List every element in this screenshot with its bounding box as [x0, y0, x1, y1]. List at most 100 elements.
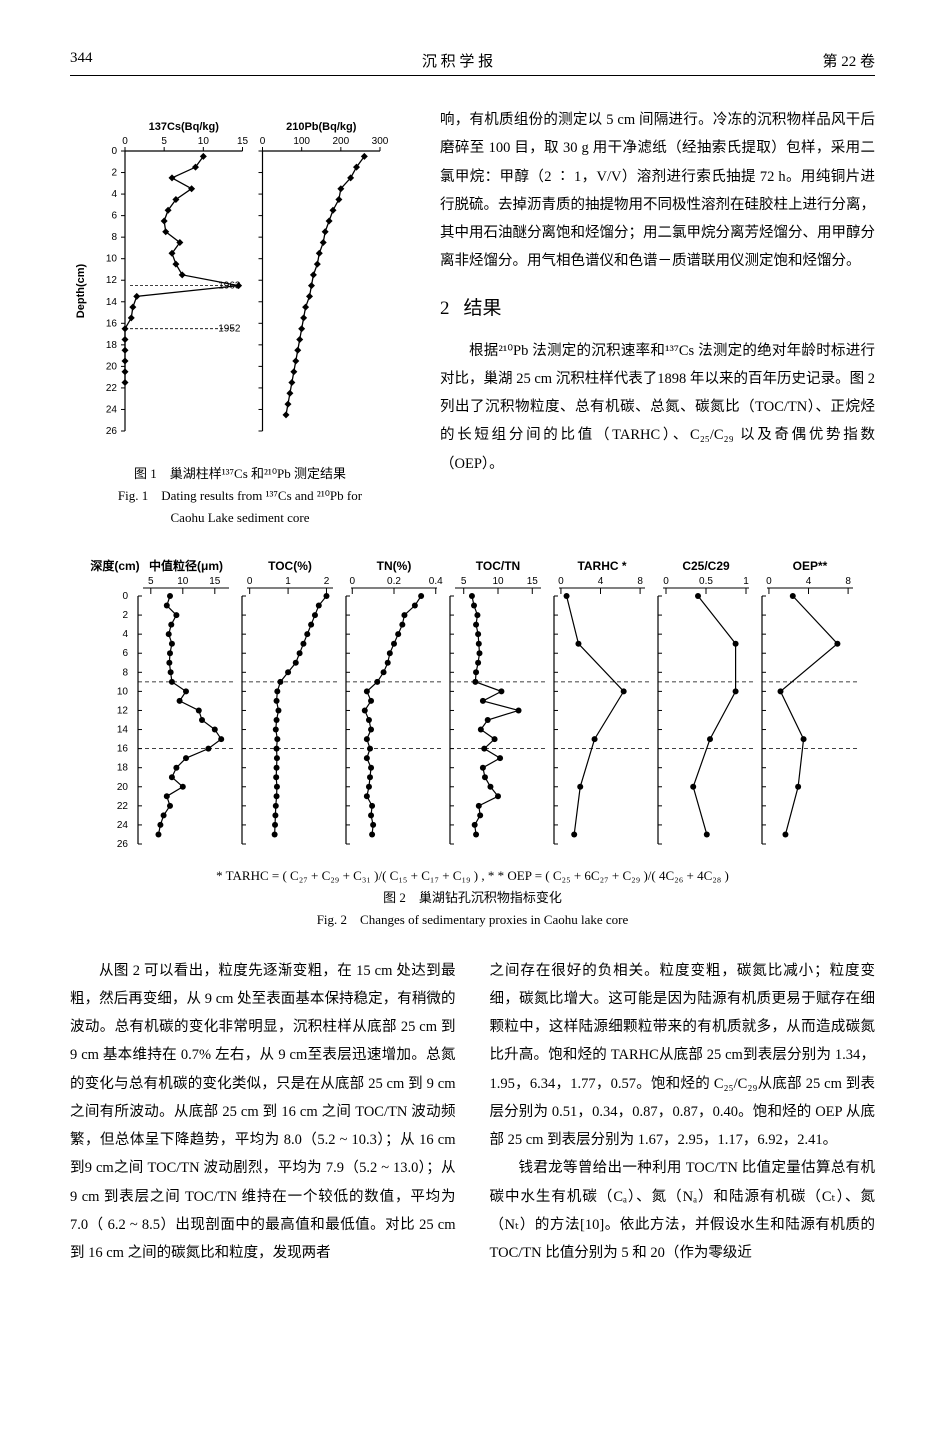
svg-text:24: 24 [116, 820, 128, 831]
svg-text:5: 5 [148, 576, 154, 587]
svg-text:10: 10 [116, 687, 128, 698]
svg-text:10: 10 [177, 576, 189, 587]
svg-text:0: 0 [558, 576, 564, 587]
svg-text:8: 8 [111, 232, 117, 243]
svg-text:200: 200 [332, 136, 349, 147]
svg-text:15: 15 [209, 576, 221, 587]
svg-text:5: 5 [460, 576, 466, 587]
svg-text:14: 14 [116, 725, 128, 736]
svg-text:210Pb(Bq/kg): 210Pb(Bq/kg) [286, 121, 357, 133]
figure-1-chart: Depth(cm)137Cs(Bq/kg)0510150246810121416… [70, 116, 390, 446]
paragraph-bottom-right-2: 钱君龙等曾给出一种利用 TOC/TN 比值定量估算总有机碳中水生有机碳（Cₐ）、… [490, 1154, 876, 1267]
section-2-heading: 2 结果 [440, 290, 875, 327]
figure-2-chart: 深度(cm)02468101214161820222426中值粒径(μm)510… [78, 554, 868, 854]
svg-text:100: 100 [293, 136, 310, 147]
svg-text:中值粒径(μm): 中值粒径(μm) [148, 558, 222, 573]
svg-text:0: 0 [111, 146, 117, 157]
svg-text:2: 2 [111, 168, 117, 179]
svg-text:4: 4 [122, 629, 128, 640]
top-section: Depth(cm)137Cs(Bq/kg)0510150246810121416… [70, 106, 875, 529]
svg-text:6: 6 [122, 649, 128, 660]
fig2-formula: * TARHC = ( C₂₇ + C₂₉ + C₃₁ )/( C₁₅ + C₁… [70, 865, 875, 887]
svg-text:8: 8 [637, 576, 643, 587]
svg-text:Depth(cm): Depth(cm) [75, 263, 87, 318]
volume: 第 22 卷 [822, 50, 875, 71]
figure-2-caption: * TARHC = ( C₂₇ + C₂₉ + C₃₁ )/( C₁₅ + C₁… [70, 865, 875, 931]
svg-text:0: 0 [122, 136, 128, 147]
bottom-text-section: 从图 2 可以看出，粒度先逐渐变粗，在 15 cm 处达到最粗，然后再变细，从 … [70, 957, 875, 1268]
svg-text:20: 20 [106, 361, 118, 372]
fig1-caption-en-2: Caohu Lake sediment core [70, 507, 410, 529]
figure-1: Depth(cm)137Cs(Bq/kg)0510150246810121416… [70, 116, 410, 451]
svg-text:0: 0 [663, 576, 669, 587]
svg-text:TOC/TN: TOC/TN [475, 559, 519, 573]
svg-text:1952: 1952 [218, 324, 241, 335]
svg-text:10: 10 [492, 576, 504, 587]
svg-text:0: 0 [260, 136, 266, 147]
right-text-column: 响，有机质组份的测定以 5 cm 间隔进行。冷冻的沉积物样品风干后磨碎至 100… [440, 106, 875, 529]
svg-text:10: 10 [198, 136, 210, 147]
svg-text:15: 15 [526, 576, 538, 587]
svg-text:8: 8 [845, 576, 851, 587]
svg-text:16: 16 [106, 318, 118, 329]
fig2-caption-en: Fig. 2 Changes of sedimentary proxies in… [70, 909, 875, 931]
svg-text:15: 15 [237, 136, 249, 147]
svg-text:深度(cm): 深度(cm) [90, 558, 139, 573]
fig1-caption-cn: 图 1 巢湖柱样¹³⁷Cs 和²¹⁰Pb 测定结果 [70, 463, 410, 485]
svg-text:18: 18 [116, 763, 128, 774]
bottom-right-column: 之间存在很好的负相关。粒度变粗，碳氮比减小；粒度变细，碳氮比增大。这可能是因为陆… [490, 957, 876, 1268]
svg-text:0: 0 [349, 576, 355, 587]
page-header: 344 沉 积 学 报 第 22 卷 [70, 50, 875, 76]
svg-text:0.5: 0.5 [699, 576, 713, 587]
svg-text:0: 0 [766, 576, 772, 587]
svg-text:4: 4 [111, 189, 117, 200]
paragraph-methods-continued: 响，有机质组份的测定以 5 cm 间隔进行。冷冻的沉积物样品风干后磨碎至 100… [440, 106, 875, 276]
svg-text:TOC(%): TOC(%) [268, 559, 312, 573]
svg-text:137Cs(Bq/kg): 137Cs(Bq/kg) [149, 121, 220, 133]
svg-text:300: 300 [372, 136, 389, 147]
svg-text:0.4: 0.4 [428, 576, 442, 587]
fig2-caption-cn: 图 2 巢湖钻孔沉积物指标变化 [70, 887, 875, 909]
svg-text:14: 14 [106, 297, 118, 308]
svg-text:2: 2 [122, 610, 128, 621]
svg-text:5: 5 [161, 136, 167, 147]
svg-text:16: 16 [116, 744, 128, 755]
figure-1-caption: 图 1 巢湖柱样¹³⁷Cs 和²¹⁰Pb 测定结果 Fig. 1 Dating … [70, 463, 410, 529]
svg-text:1: 1 [743, 576, 749, 587]
svg-text:4: 4 [805, 576, 811, 587]
figure-2: 深度(cm)02468101214161820222426中值粒径(μm)510… [70, 554, 875, 931]
svg-text:1: 1 [285, 576, 291, 587]
svg-text:C25/C29: C25/C29 [682, 559, 730, 573]
fig1-caption-en-1: Fig. 1 Dating results from ¹³⁷Cs and ²¹⁰… [70, 485, 410, 507]
svg-text:OEP**: OEP** [792, 559, 827, 573]
paragraph-bottom-left-1: 从图 2 可以看出，粒度先逐渐变粗，在 15 cm 处达到最粗，然后再变细，从 … [70, 957, 456, 1268]
svg-text:18: 18 [106, 340, 118, 351]
journal-title: 沉 积 学 报 [422, 50, 493, 71]
svg-text:26: 26 [116, 839, 128, 850]
page-number: 344 [70, 50, 93, 71]
svg-text:24: 24 [106, 404, 118, 415]
svg-text:4: 4 [597, 576, 603, 587]
svg-text:10: 10 [106, 254, 118, 265]
svg-text:TN(%): TN(%) [376, 559, 411, 573]
svg-text:22: 22 [116, 801, 128, 812]
svg-text:8: 8 [122, 668, 128, 679]
paragraph-results-1: 根据²¹⁰Pb 法测定的沉积速率和¹³⁷Cs 法测定的绝对年龄时标进行对比，巢湖… [440, 337, 875, 478]
svg-text:0: 0 [122, 591, 128, 602]
svg-text:0: 0 [246, 576, 252, 587]
bottom-left-column: 从图 2 可以看出，粒度先逐渐变粗，在 15 cm 处达到最粗，然后再变细，从 … [70, 957, 456, 1268]
section-number: 2 [440, 298, 450, 319]
svg-text:0.2: 0.2 [387, 576, 401, 587]
svg-text:2: 2 [323, 576, 329, 587]
svg-text:TARHC *: TARHC * [577, 559, 626, 573]
figure-1-column: Depth(cm)137Cs(Bq/kg)0510150246810121416… [70, 106, 410, 529]
svg-text:12: 12 [116, 706, 128, 717]
svg-text:12: 12 [106, 275, 118, 286]
svg-text:20: 20 [116, 782, 128, 793]
section-title: 结果 [464, 298, 502, 319]
svg-text:6: 6 [111, 211, 117, 222]
svg-text:1963: 1963 [218, 281, 241, 292]
paragraph-bottom-right-1: 之间存在很好的负相关。粒度变粗，碳氮比减小；粒度变细，碳氮比增大。这可能是因为陆… [490, 957, 876, 1155]
svg-text:22: 22 [106, 383, 118, 394]
svg-text:26: 26 [106, 426, 118, 437]
